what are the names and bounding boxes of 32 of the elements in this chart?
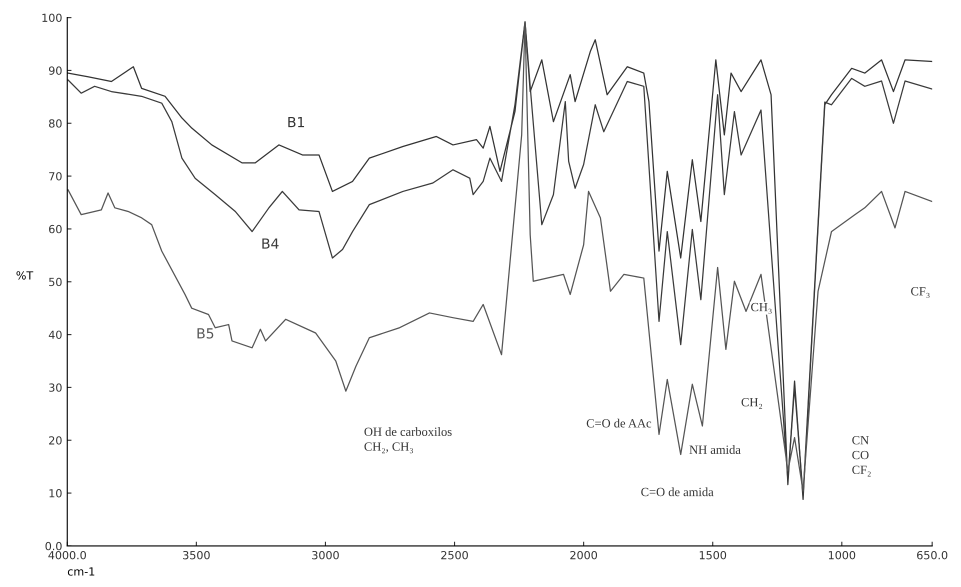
y-tick-label: 90 [48,66,62,75]
y-tick-label: 10 [49,489,62,498]
x-tick-label: 3000 [312,550,339,560]
x-axis-title: cm-1 [68,567,94,576]
y-tick-label: 100 [42,14,62,22]
x-tick-label: 1500 [700,550,726,560]
y-tick-label: 60 [49,224,62,234]
x-tick-label: 4000.0 [48,550,86,560]
y-axis-title: %T [16,271,34,280]
y-tick-label: 20 [49,436,62,445]
series-label: B5 [198,328,214,339]
y-tick-label: 80 [49,119,62,128]
y-tick-label: 40 [48,330,62,339]
series-label: B4 [262,238,279,249]
x-tick-label: 2000 [570,550,598,560]
x-tick-label: 650.0 [917,550,948,560]
annotation: C=O de amida [641,487,714,496]
annotation: C=O de AAc [586,418,652,428]
y-tick-label: 0.0 [45,542,62,550]
annotation: NH amida [689,445,741,454]
series-label: B1 [288,116,304,128]
y-tick-label: 70 [49,172,62,180]
annotation: CF₃ [911,287,930,298]
annotation: CN CO CF₂ [852,436,871,476]
annotation: CH₂ [742,398,762,409]
x-tick-label: 1000 [828,550,856,560]
annotation: OH de carboxilos CH₂, CH₃ [364,427,452,454]
x-tick-label: 2500 [441,550,468,560]
x-tick-label: 3500 [183,550,210,560]
y-tick-label: 50 [49,278,62,286]
y-tick-label: 30 [49,383,62,392]
annotation: CH₃ [751,302,772,314]
